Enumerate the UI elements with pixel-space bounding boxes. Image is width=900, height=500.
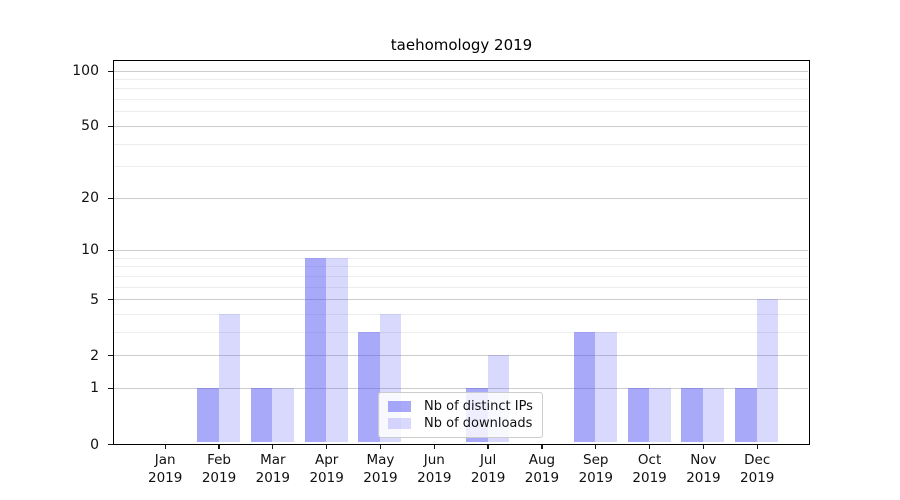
y-tick-100 [108,70,113,72]
minor-gridline-4 [114,313,808,315]
major-gridline-2 [114,355,808,357]
y-tick-1 [108,387,113,390]
x-tick-oct [648,444,651,449]
x-tick-nov [702,444,705,449]
bar-downloads-dec [756,299,779,443]
x-tick-dec [756,444,758,449]
x-tick-label-sep: Sep 2019 [578,452,613,486]
minor-gridline-7 [114,275,808,277]
y-tick-label-10: 10 [81,242,99,259]
y-tick-label-20: 20 [81,190,99,207]
minor-gridline-90 [114,79,808,81]
x-tick-label-dec: Dec 2019 [740,452,775,486]
legend-entry-downloads: Nb of downloads [388,415,533,432]
legend-swatch-distinct-ips [388,401,411,412]
y-tick-label-2: 2 [90,347,99,364]
minor-gridline-80 [114,88,808,90]
y-tick-10 [108,249,113,252]
x-tick-label-mar: Mar 2019 [255,452,290,486]
legend-label-distinct-ips: Nb of distinct IPs [424,399,533,414]
y-tick-label-50: 50 [81,118,99,135]
major-gridline-50 [114,125,808,127]
y-tick-20 [108,197,113,199]
y-tick-0 [108,444,113,446]
x-tick-label-aug: Aug 2019 [524,452,560,486]
bar-distinct-ips-dec [735,387,757,443]
minor-gridline-3 [114,331,808,333]
minor-gridline-8 [114,266,808,268]
major-gridline-1 [114,387,808,389]
plot-area [113,60,810,445]
bar-downloads-sep [595,331,617,443]
x-tick-jun [433,444,435,449]
x-tick-feb [218,444,220,449]
bar-distinct-ips-apr [304,257,327,443]
x-tick-mar [272,444,274,449]
y-tick-label-0: 0 [90,436,99,453]
x-tick-label-feb: Feb 2019 [201,452,237,486]
legend-swatch-downloads [388,418,411,429]
y-tick-5 [108,299,113,301]
x-tick-sep [595,444,597,449]
legend-entry-distinct-ips: Nb of distinct IPs [388,398,533,415]
major-gridline-20 [114,197,808,199]
bar-downloads-nov [702,387,725,443]
major-gridline-10 [114,249,808,251]
major-gridline-100 [114,70,808,72]
bar-distinct-ips-oct [627,387,650,443]
x-tick-may [379,444,382,449]
bar-downloads-mar [272,387,294,443]
bar-distinct-ips-feb [197,387,219,443]
y-tick-label-5: 5 [90,291,99,308]
bar-downloads-oct [649,387,671,443]
x-tick-apr [326,444,328,449]
x-tick-label-jul: Jul 2019 [470,452,506,486]
x-tick-label-jun: Jun 2019 [417,452,452,486]
minor-gridline-6 [114,286,808,288]
bar-downloads-apr [326,257,348,443]
x-tick-label-may: May 2019 [363,452,398,486]
x-tick-label-nov: Nov 2019 [686,452,721,486]
y-tick-50 [108,125,113,128]
x-tick-jan [164,444,166,449]
bar-distinct-ips-sep [573,331,596,443]
bar-distinct-ips-mar [250,387,273,443]
y-tick-label-100: 100 [72,63,99,80]
legend-label-downloads: Nb of downloads [424,416,533,431]
minor-gridline-30 [114,166,808,168]
bar-downloads-feb [218,313,241,443]
x-tick-label-apr: Apr 2019 [309,452,344,486]
bar-distinct-ips-may [358,331,380,443]
x-tick-aug [541,444,543,449]
chart-title: taehomology 2019 [390,36,533,54]
x-tick-jul [487,444,489,449]
minor-gridline-9 [114,257,808,259]
minor-gridline-70 [114,99,808,101]
y-tick-2 [108,355,113,357]
minor-gridline-40 [114,143,808,145]
x-tick-label-oct: Oct 2019 [632,452,667,486]
legend: Nb of distinct IPs Nb of downloads [378,392,543,438]
major-gridline-5 [114,299,808,301]
y-tick-label-1: 1 [90,380,99,397]
minor-gridline-60 [114,111,808,113]
bar-distinct-ips-nov [681,387,703,443]
x-tick-label-jan: Jan 2019 [148,452,183,486]
